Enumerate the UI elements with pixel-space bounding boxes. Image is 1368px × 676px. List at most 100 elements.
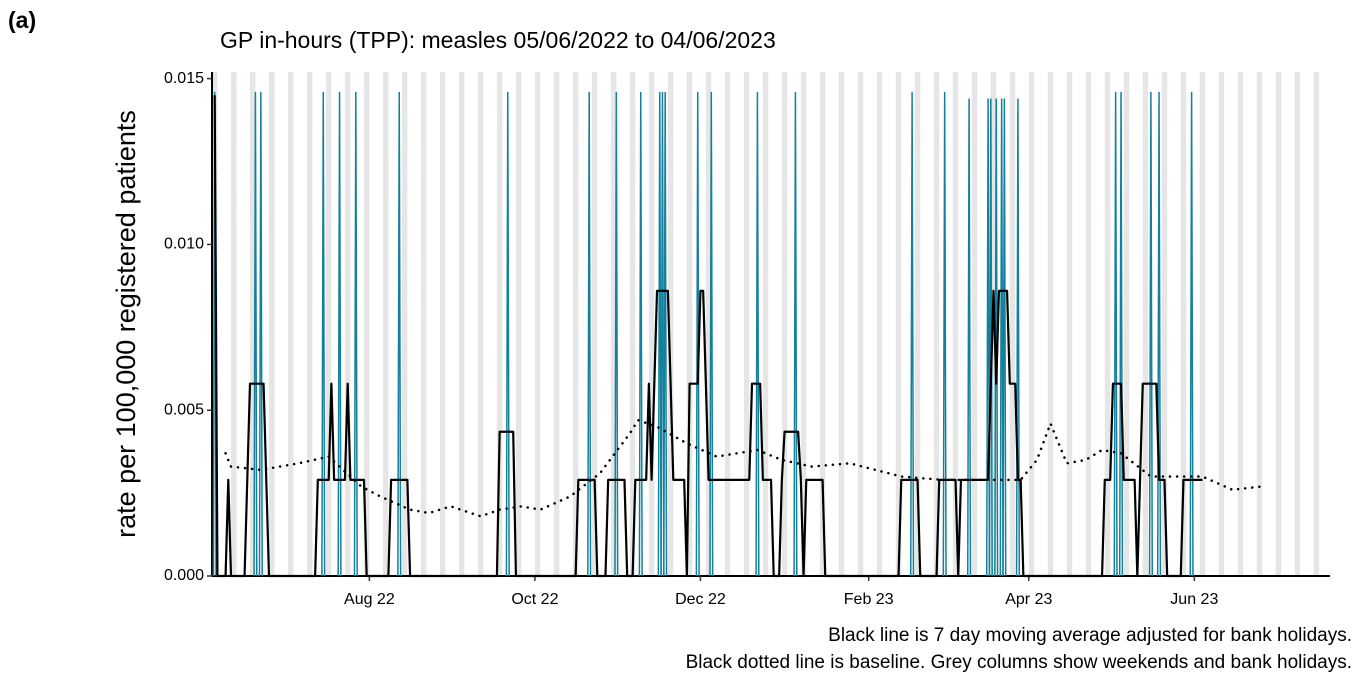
weekend-column — [363, 72, 370, 576]
weekend-column — [420, 72, 427, 576]
x-tick-label: Feb 23 — [844, 591, 894, 608]
panel-label: (a) — [8, 7, 36, 33]
weekend-column — [1275, 72, 1282, 576]
weekend-column — [401, 72, 408, 576]
weekend-column — [1313, 72, 1320, 576]
weekend-column — [819, 72, 826, 576]
weekend-column — [287, 72, 294, 576]
weekend-column — [971, 72, 978, 576]
weekend-column — [344, 72, 351, 576]
weekend-column — [686, 72, 693, 576]
daily-rate-spike — [1015, 98, 1021, 577]
weekend-column — [762, 72, 769, 576]
weekend-column — [1294, 72, 1301, 576]
daily-rate-spike — [614, 91, 619, 577]
weekend-column — [743, 72, 750, 576]
weekend-column — [1009, 72, 1016, 576]
weekend-column — [230, 72, 237, 576]
weekend-column — [1256, 72, 1263, 576]
weekend-column — [648, 72, 655, 576]
y-tick-label: 0.005 — [164, 401, 204, 418]
daily-rate-spike — [910, 91, 915, 577]
daily-rate-spike — [942, 91, 947, 577]
daily-rate-spike — [755, 91, 760, 577]
weekend-column — [1123, 72, 1130, 576]
daily-rate-spike — [1118, 91, 1124, 577]
weekend-column — [306, 72, 313, 576]
daily-rate-spike — [321, 91, 326, 577]
moving-average-line — [213, 95, 1203, 578]
daily-rate-spike — [1113, 91, 1118, 577]
x-tick-label: Apr 23 — [1005, 591, 1052, 608]
caption: Black dotted line is baseline. Grey colu… — [686, 652, 1352, 673]
daily-rate-spike — [337, 91, 342, 577]
weekend-column — [667, 72, 674, 576]
weekend-column — [572, 72, 579, 576]
weekend-column — [382, 72, 389, 576]
weekend-column — [610, 72, 617, 576]
weekend-column — [534, 72, 541, 576]
daily-rate-spike — [353, 91, 358, 577]
daily-rate-spike — [793, 91, 798, 577]
weekend-column — [477, 72, 484, 576]
weekend-column — [1161, 72, 1168, 576]
weekend-column — [1218, 72, 1225, 576]
weekend-column — [1180, 72, 1187, 576]
weekend-column — [1066, 72, 1073, 576]
daily-rate-spike — [657, 91, 662, 577]
weekend-column — [1142, 72, 1149, 576]
weekend-column — [781, 72, 788, 576]
weekend-column — [705, 72, 712, 576]
y-tick-label: 0.015 — [164, 70, 204, 87]
x-tick-label: Oct 22 — [511, 591, 558, 608]
y-tick-label: 0.010 — [164, 236, 204, 253]
weekend-column — [629, 72, 636, 576]
caption: Black line is 7 day moving average adjus… — [828, 625, 1352, 646]
weekend-column — [876, 72, 883, 576]
weekend-column — [553, 72, 560, 576]
weekend-column — [439, 72, 446, 576]
weekend-column — [724, 72, 731, 576]
x-tick-label: Aug 22 — [344, 591, 395, 608]
daily-rate-spike — [966, 98, 972, 577]
weekend-column — [268, 72, 275, 576]
y-tick-label: 0.000 — [164, 567, 204, 584]
weekend-column — [952, 72, 959, 576]
x-tick-label: Dec 22 — [675, 591, 726, 608]
daily-rate-spike — [994, 98, 999, 577]
weekend-column — [800, 72, 807, 576]
weekend-column — [458, 72, 465, 576]
daily-rate-spike — [663, 91, 668, 577]
daily-rate-spike — [638, 91, 643, 577]
daily-rate-spike — [1002, 98, 1007, 577]
daily-rate-spike — [660, 91, 665, 577]
daily-rate-spike — [709, 91, 714, 577]
weekend-column — [1104, 72, 1111, 576]
weekend-column — [325, 72, 332, 576]
daily-rate-spike — [1189, 91, 1194, 577]
daily-rate-spike — [1148, 91, 1154, 577]
daily-rate-spike — [587, 91, 592, 577]
plot: 0.000 0.005 0.010 0.015 Aug 22 Oct 22 Dec 22 Fe… — [164, 70, 1330, 608]
weekend-column — [249, 72, 256, 576]
weekend-column — [1047, 72, 1054, 576]
y-axis-label: rate per 100,000 registered patients — [111, 110, 141, 538]
weekend-column — [1028, 72, 1035, 576]
weekend-column — [914, 72, 921, 576]
daily-rate-spike — [1156, 91, 1162, 577]
weekend-column — [857, 72, 864, 576]
weekend-column — [1085, 72, 1092, 576]
weekend-columns — [212, 72, 1320, 576]
x-tick-label: Jun 23 — [1170, 591, 1218, 608]
daily-rate-spike — [695, 91, 700, 577]
weekend-column — [496, 72, 503, 576]
weekend-column — [838, 72, 845, 576]
weekend-column — [515, 72, 522, 576]
daily-rate-spike — [258, 91, 263, 577]
weekend-column — [1199, 72, 1206, 576]
weekend-column — [591, 72, 598, 576]
weekend-column — [933, 72, 940, 576]
baseline-line — [224, 418, 1264, 518]
